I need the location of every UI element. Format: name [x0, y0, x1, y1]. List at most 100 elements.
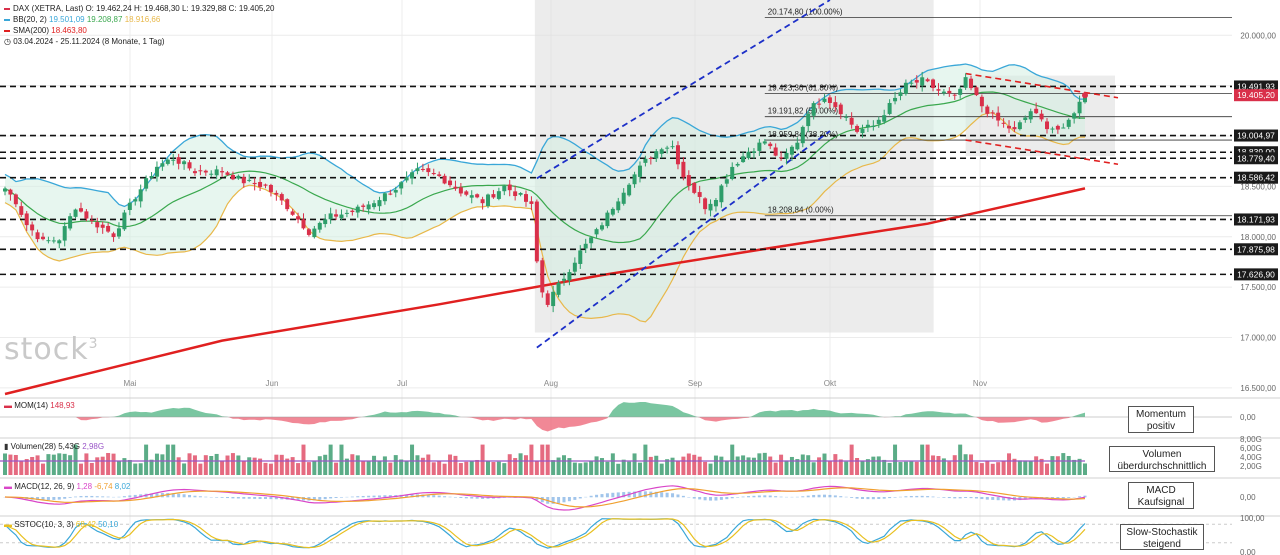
candles-group — [3, 71, 1087, 313]
candle-body — [556, 282, 561, 295]
macd-hist-bar — [888, 497, 892, 499]
macd-hist-bar — [443, 496, 447, 498]
note-volume: Volumen überdurchschnittlich — [1109, 446, 1215, 472]
volume-bar — [355, 455, 360, 475]
macd-hist-bar — [470, 497, 474, 499]
candle-body — [610, 208, 615, 215]
volume-bar — [339, 444, 344, 475]
candle-body — [1017, 122, 1022, 130]
macd-hist-bar — [323, 497, 327, 500]
candle-body — [442, 175, 447, 184]
volume-bar — [236, 455, 241, 475]
candle-body — [258, 181, 263, 188]
candle-body — [404, 177, 409, 181]
candle-body — [361, 205, 366, 207]
volume-bar — [898, 462, 903, 475]
macd-hist-bar — [356, 496, 360, 498]
fib-label: 18.208,84 (0.00%) — [768, 206, 834, 215]
candle-body — [399, 182, 404, 189]
macd-hist-bar — [839, 496, 843, 498]
macd-hist-bar — [828, 494, 832, 498]
volume-bar — [779, 454, 784, 475]
header-ohlc: DAX (XETRA, Last) O: 19.462,24 H: 19.468… — [4, 4, 275, 14]
price-tag — [1234, 268, 1278, 281]
volume-bar — [274, 454, 279, 475]
candle-body — [697, 192, 702, 197]
candle-body — [192, 171, 197, 174]
macd-hist-bar — [974, 497, 978, 499]
candle-body — [214, 169, 219, 176]
macd-hist-bar — [171, 493, 175, 498]
macd-hist-bar — [806, 495, 810, 498]
candle-body — [931, 79, 936, 88]
subpanel-axis-label: 4,00G — [1240, 453, 1262, 462]
macd-hist-bar — [855, 497, 859, 499]
volume-bar — [865, 459, 870, 475]
macd-hist-bar — [247, 497, 251, 499]
candle-body — [165, 159, 170, 164]
last-price-dot — [1082, 92, 1088, 99]
candle-body — [654, 151, 659, 159]
volume-bar — [410, 444, 415, 475]
macd-hist-bar — [90, 495, 94, 498]
candle-body — [1055, 125, 1060, 130]
macd-hist-bar — [991, 497, 995, 500]
macd-hist-bar — [1078, 496, 1082, 498]
fib-label: 19.423,30 (61.80%) — [768, 83, 839, 92]
candle-body — [225, 172, 230, 175]
candle-body — [561, 278, 566, 281]
candle-body — [502, 185, 507, 192]
candle-body — [306, 229, 311, 235]
candle-body — [513, 191, 518, 197]
macd-hist-bar — [833, 495, 837, 498]
macd-hist-bar — [269, 497, 273, 500]
macd-hist-bar — [437, 495, 441, 498]
candle-body — [724, 179, 729, 184]
volume-bar — [1055, 456, 1060, 475]
candle-body — [871, 125, 876, 127]
macd-hist-bar — [63, 497, 67, 499]
volume-bar — [762, 452, 767, 475]
macd-hist-bar — [980, 497, 984, 500]
candle-body — [719, 185, 724, 203]
macd-hist-bar — [915, 495, 919, 498]
macd-hist-bar — [464, 497, 468, 499]
macd-hist-bar — [926, 496, 930, 498]
volume-bar — [806, 455, 811, 475]
macd-hist-bar — [850, 497, 854, 498]
y-tick-label: 18.500,00 — [1240, 182, 1276, 191]
volume-bar — [855, 457, 860, 475]
volume-bar — [670, 457, 675, 475]
volume-bar — [420, 457, 425, 475]
macd-hist-bar — [964, 497, 968, 498]
macd-hist-bar — [812, 494, 816, 498]
y-tick-label: 16.500,00 — [1240, 384, 1276, 393]
macd-hist-bar — [193, 495, 197, 498]
macd-hist-bar — [747, 496, 751, 498]
price-tag-label: 18.586,42 — [1237, 173, 1275, 183]
candle-body — [545, 293, 550, 305]
volume-bar — [1072, 459, 1077, 475]
candle-body — [1045, 121, 1050, 130]
candle-body — [855, 125, 860, 132]
candle-body — [583, 243, 588, 249]
volume-bar — [713, 455, 718, 475]
macd-hist-bar — [909, 495, 913, 498]
macd-signal-line — [4, 487, 1086, 508]
candle-body — [1083, 95, 1087, 103]
volume-bar — [909, 461, 914, 475]
volume-bar — [51, 454, 56, 475]
volume-bar — [165, 444, 170, 475]
candle-body — [627, 184, 632, 196]
momentum-negative-area — [5, 417, 1085, 432]
candle-body — [116, 228, 121, 237]
candle-body — [469, 195, 474, 198]
volume-bar — [621, 459, 626, 475]
candle-body — [301, 219, 306, 229]
price-tag-label: 18.779,40 — [1237, 153, 1275, 163]
candle-body — [420, 168, 425, 171]
macd-hist-bar — [106, 496, 110, 498]
candle-body — [290, 211, 295, 215]
bollinger-lower — [4, 111, 1086, 323]
candle-body — [458, 187, 463, 194]
